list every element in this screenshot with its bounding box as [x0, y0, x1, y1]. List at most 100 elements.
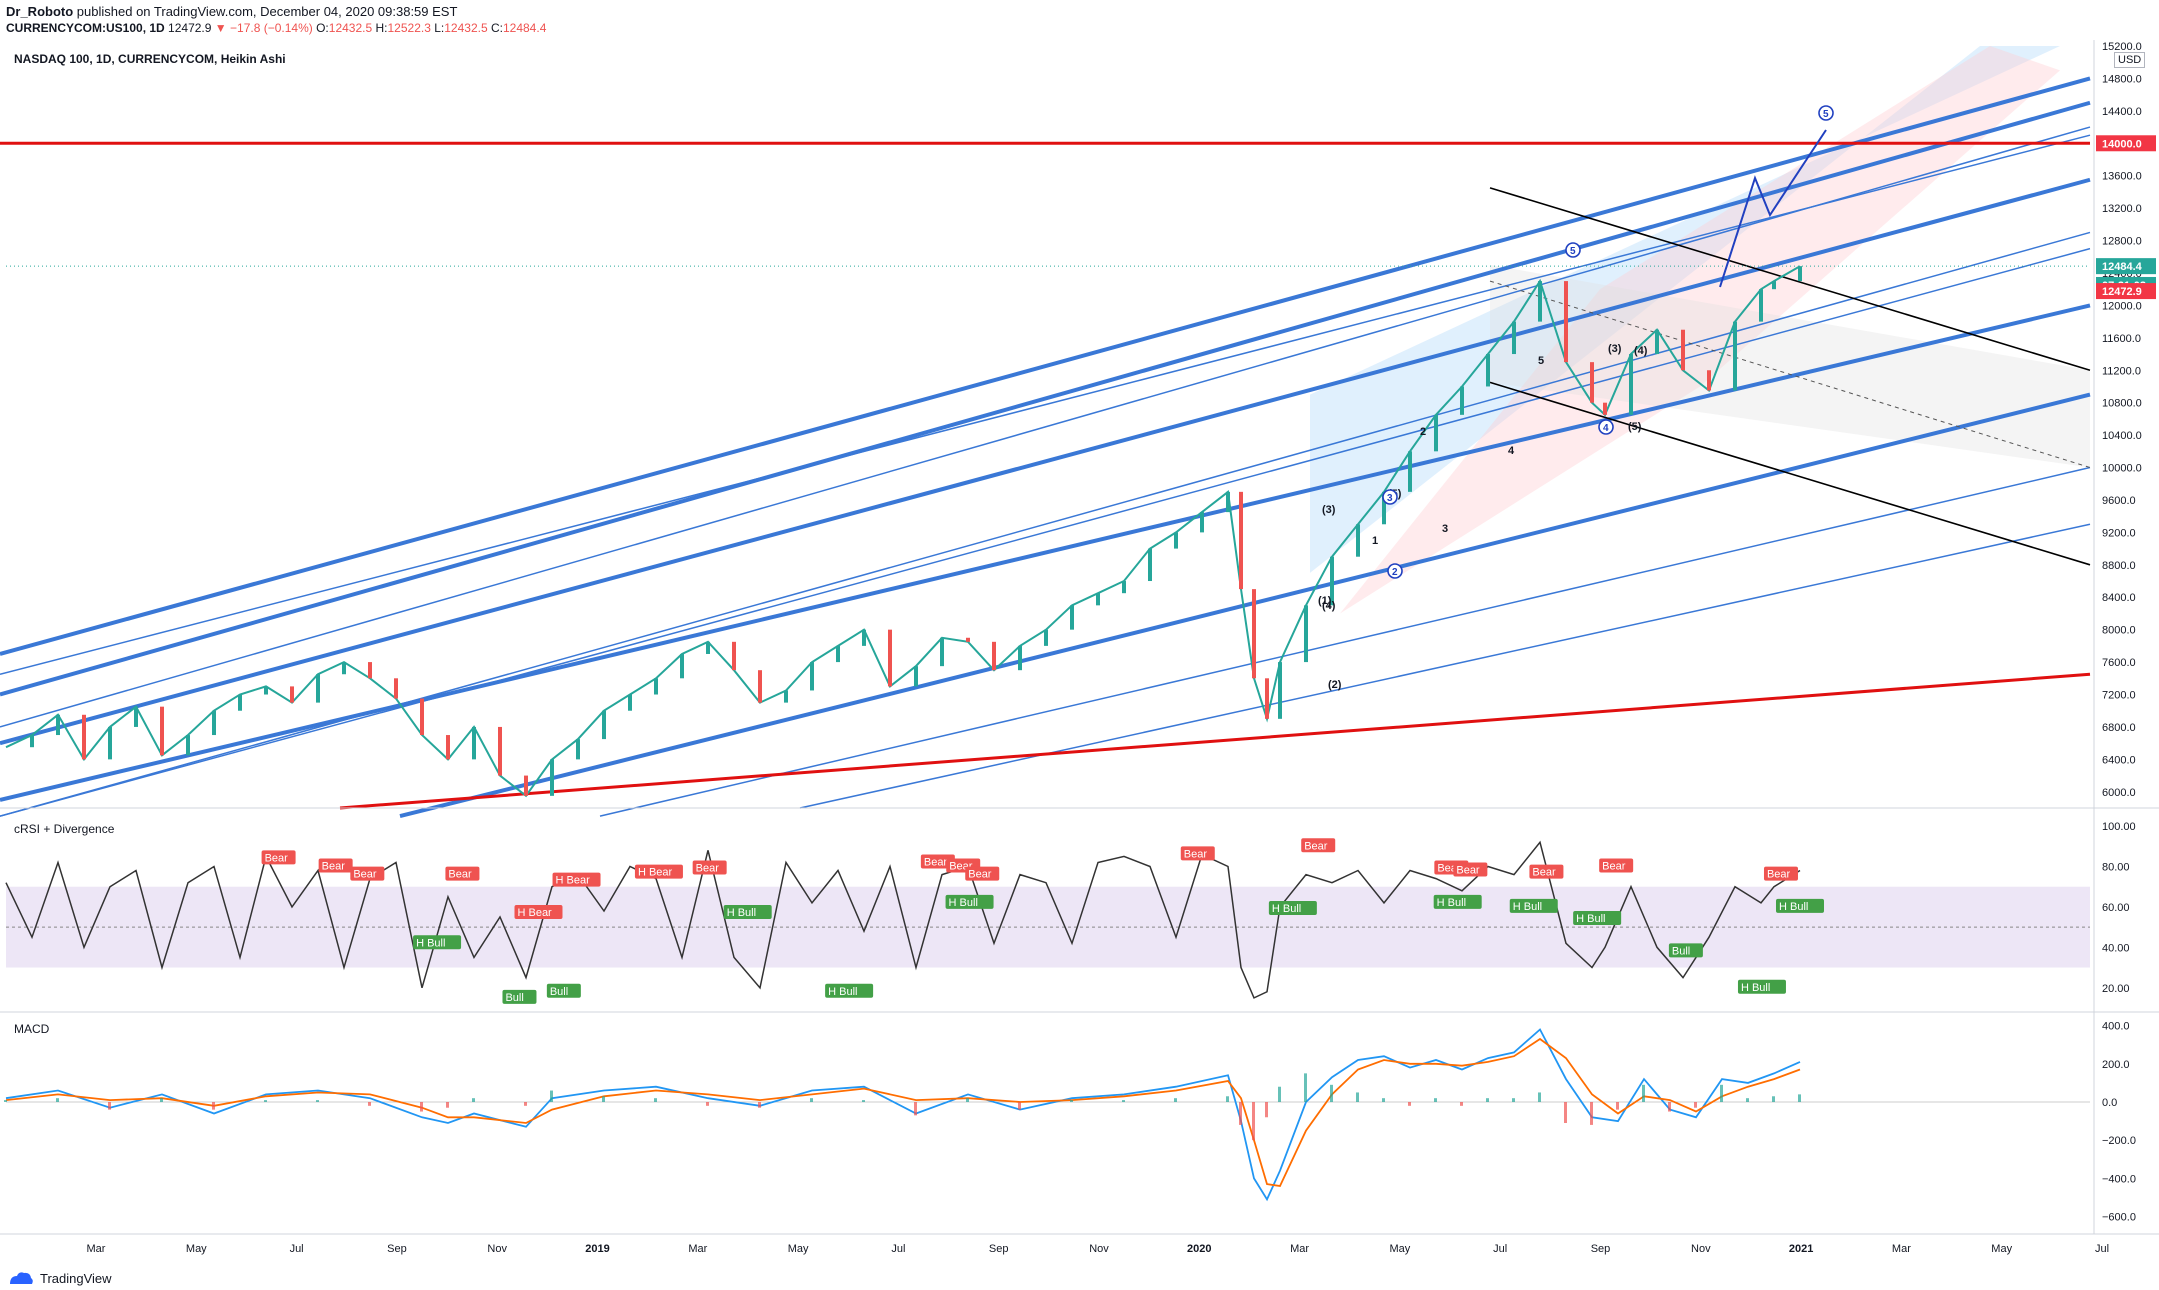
- macd-bar-8: [420, 1102, 423, 1112]
- candle-63: [1590, 362, 1594, 403]
- candle-27: [706, 641, 710, 654]
- tradingview-logo-icon: [10, 1272, 33, 1284]
- candle-18: [472, 726, 476, 760]
- candle-65: [1629, 354, 1633, 415]
- trend-line-0: [0, 177, 2091, 746]
- crsi-tag-text: H Bull: [1513, 901, 1542, 913]
- candle-16: [420, 698, 424, 736]
- crsi-tag-text: Bear: [1602, 861, 1626, 873]
- wave-label: (4): [1634, 345, 1648, 357]
- price-tick: 7600.0: [2102, 657, 2136, 669]
- price-tick: 13600.0: [2102, 171, 2142, 183]
- macd-bar-41: [1590, 1102, 1593, 1125]
- candle-35: [914, 666, 918, 687]
- time-tick: 2019: [585, 1243, 609, 1255]
- open-label: O:: [316, 21, 329, 35]
- candle-13: [342, 662, 346, 675]
- crsi-tag-text: H Bull: [416, 937, 445, 949]
- candle-40: [1044, 629, 1048, 646]
- candle-67: [1681, 329, 1685, 371]
- crsi-tag-26: [1737, 979, 1786, 994]
- macd-bar-4: [212, 1102, 215, 1110]
- close-value: 12484.4: [502, 21, 547, 35]
- publish-info: published on TradingView.com, December 0…: [76, 4, 458, 19]
- candle-22: [576, 739, 580, 760]
- currency-badge[interactable]: USD: [2114, 52, 2146, 68]
- candle-59: [1486, 354, 1490, 387]
- brand-label: TradingView: [40, 1270, 112, 1286]
- candle-36: [940, 637, 944, 667]
- candle-14: [368, 662, 372, 679]
- macd-bar-5: [264, 1100, 267, 1102]
- wave-label: (5): [1628, 421, 1642, 433]
- wave-label: (2): [1328, 679, 1342, 691]
- macd-pane[interactable]: [4, 1028, 2090, 1202]
- crsi-tick: 40.00: [2102, 942, 2130, 954]
- macd-bar-46: [1720, 1084, 1723, 1102]
- candle-53: [1330, 556, 1334, 606]
- gray-fan-fill: [1490, 264, 2090, 468]
- price-tick: 6400.0: [2102, 754, 2136, 766]
- macd-series-1: [5, 1037, 1801, 1187]
- time-tick: Mar: [688, 1243, 707, 1255]
- crsi-tag-11: [1180, 846, 1215, 861]
- open-value: 12432.5: [328, 21, 373, 35]
- wave-label: (4): [1322, 600, 1336, 612]
- candle-2: [56, 714, 60, 736]
- crsi-tag-7: [692, 860, 727, 875]
- time-tick: Jul: [1493, 1243, 1507, 1255]
- author-name[interactable]: Dr_Roboto: [6, 4, 74, 19]
- price-tick: 11200.0: [2102, 365, 2141, 377]
- candle-9: [238, 694, 242, 711]
- tradingview-footer[interactable]: TradingView: [8, 1270, 112, 1286]
- candle-57: [1434, 414, 1438, 452]
- time-tick: 2020: [1187, 1243, 1211, 1255]
- crsi-pane[interactable]: Bear Bear Bear Bear H Bear H Bear H Bear Bear Be…: [5, 838, 2090, 1004]
- crsi-tag-text: H Bull: [1741, 982, 1770, 994]
- crsi-tick: 20.00: [2102, 983, 2130, 995]
- macd-bar-33: [1382, 1098, 1385, 1102]
- macd-bar-32: [1356, 1092, 1359, 1102]
- price-tick: 9200.0: [2102, 527, 2136, 539]
- down-arrow-icon: ▼: [214, 21, 227, 35]
- price-tick: 10400.0: [2102, 430, 2142, 442]
- candle-51: [1278, 662, 1282, 719]
- crsi-tag-text: Bear: [322, 861, 346, 873]
- candle-6: [160, 706, 164, 756]
- time-tick: Jul: [891, 1243, 905, 1255]
- crsi-tag-text: Bear: [1456, 865, 1480, 877]
- low-label: L:: [434, 21, 445, 35]
- candle-4: [108, 726, 112, 760]
- macd-bar-17: [810, 1098, 813, 1102]
- price-tick: 15200.0: [2102, 41, 2142, 53]
- macd-bar-16: [758, 1102, 761, 1108]
- crsi-tag-text: H Bear: [556, 875, 591, 887]
- price-label: 12484.4: [2102, 261, 2143, 273]
- candle-33: [862, 629, 866, 646]
- macd-bar-2: [108, 1102, 111, 1110]
- crsi-tag-2: [350, 866, 385, 881]
- macd-bar-34: [1408, 1102, 1411, 1106]
- crsi-tag-25: [1573, 911, 1622, 926]
- crsi-tag-28: [502, 989, 537, 1004]
- candle-21: [550, 759, 554, 796]
- close-label: C:: [490, 21, 503, 35]
- macd-bar-42: [1616, 1102, 1619, 1110]
- candle-61: [1538, 281, 1542, 322]
- crsi-tag-12: [1301, 838, 1336, 853]
- crsi-tag-text: H Bull: [1272, 903, 1301, 915]
- candle-37: [966, 637, 970, 642]
- price-tick: 14800.0: [2102, 73, 2142, 85]
- candle-56: [1408, 451, 1412, 492]
- trend-line-8: [399, 392, 2091, 819]
- macd-bar-27: [1252, 1102, 1255, 1141]
- macd-bar-15: [706, 1102, 709, 1106]
- candle-44: [1148, 548, 1152, 582]
- time-tick: Mar: [1892, 1243, 1911, 1255]
- wave-label: 2: [1420, 426, 1426, 438]
- candle-29: [758, 670, 762, 703]
- candle-71: [1772, 281, 1776, 290]
- macd-bar-6: [316, 1100, 319, 1102]
